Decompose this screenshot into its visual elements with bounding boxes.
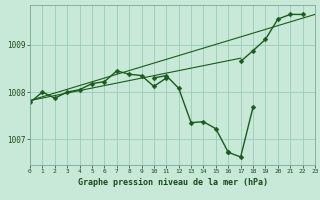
- X-axis label: Graphe pression niveau de la mer (hPa): Graphe pression niveau de la mer (hPa): [77, 178, 268, 187]
